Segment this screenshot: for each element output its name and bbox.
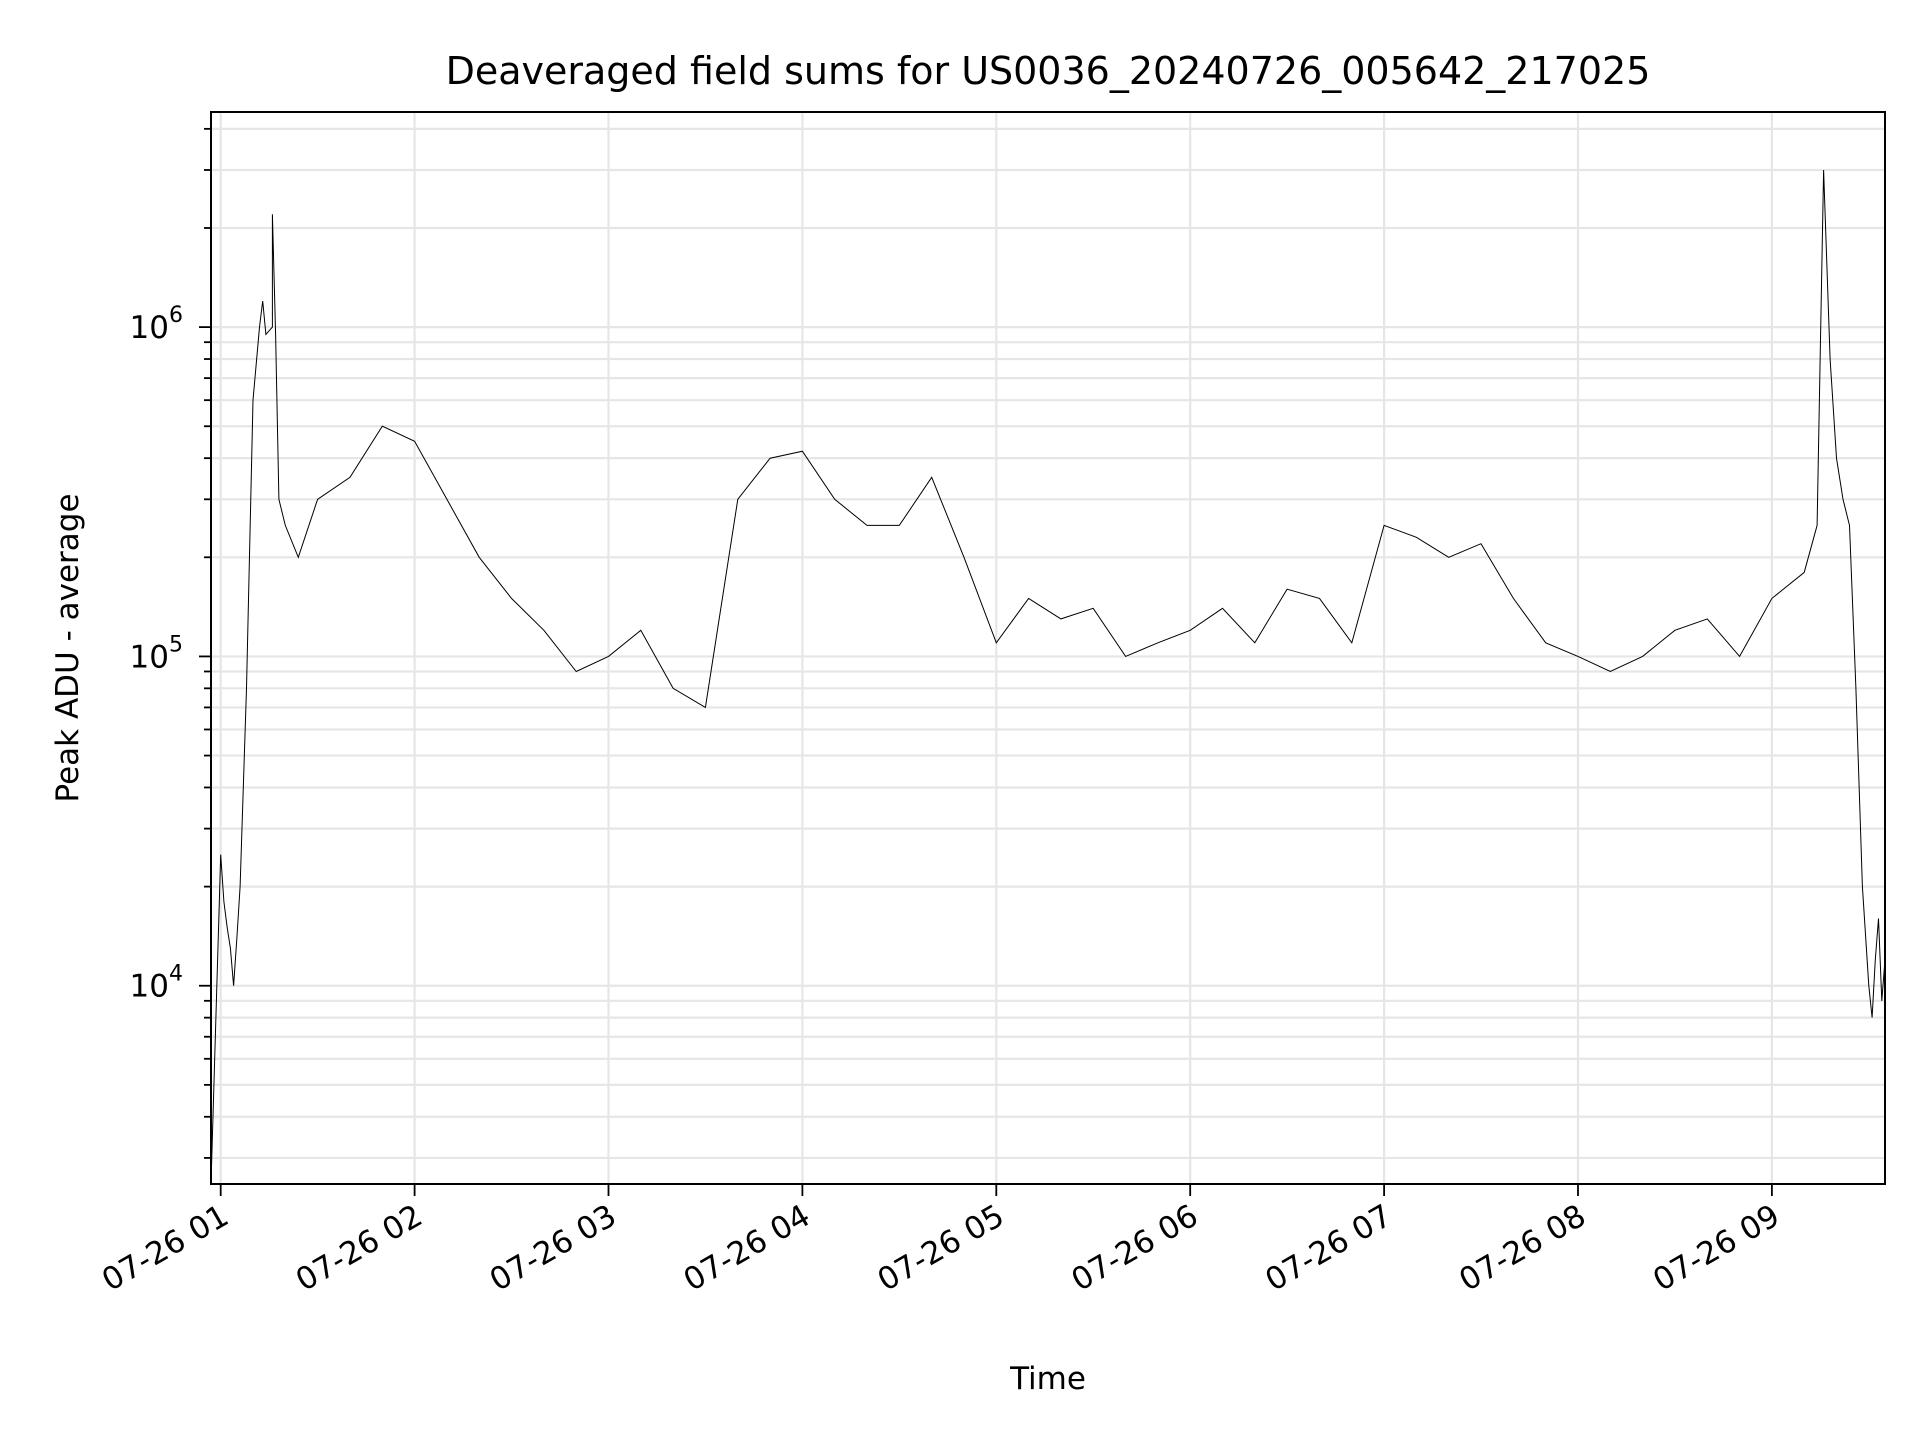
series-line <box>210 169 1886 1185</box>
x-tick-label: 07-26 08 <box>1453 1198 1592 1299</box>
y-tick-label: 105 <box>130 632 183 675</box>
x-tick-label: 07-26 05 <box>872 1198 1011 1299</box>
y-tick-label: 106 <box>130 303 183 346</box>
x-tick-label: 07-26 07 <box>1259 1198 1398 1299</box>
x-tick-label: 07-26 01 <box>96 1198 235 1299</box>
x-tick-label: 07-26 03 <box>484 1198 623 1299</box>
plot-frame <box>210 111 1886 1185</box>
x-tick-label: 07-26 04 <box>678 1198 817 1299</box>
ticks: 104 105 106 07-26 01 07-26 02 07-26 03 07-26 0… <box>96 127 1786 1299</box>
y-tick-label: 104 <box>130 962 183 1005</box>
chart-title: Deaveraged field sums for US0036_2024072… <box>446 49 1651 93</box>
y-axis-label: Peak ADU - average <box>50 493 86 802</box>
x-axis-label: Time <box>1009 1361 1086 1397</box>
x-tick-label: 07-26 02 <box>290 1198 429 1299</box>
x-tick-label: 07-26 06 <box>1065 1198 1204 1299</box>
grid <box>211 112 1885 1184</box>
x-tick-label: 07-26 09 <box>1647 1198 1786 1299</box>
series-layer <box>210 169 1886 1185</box>
